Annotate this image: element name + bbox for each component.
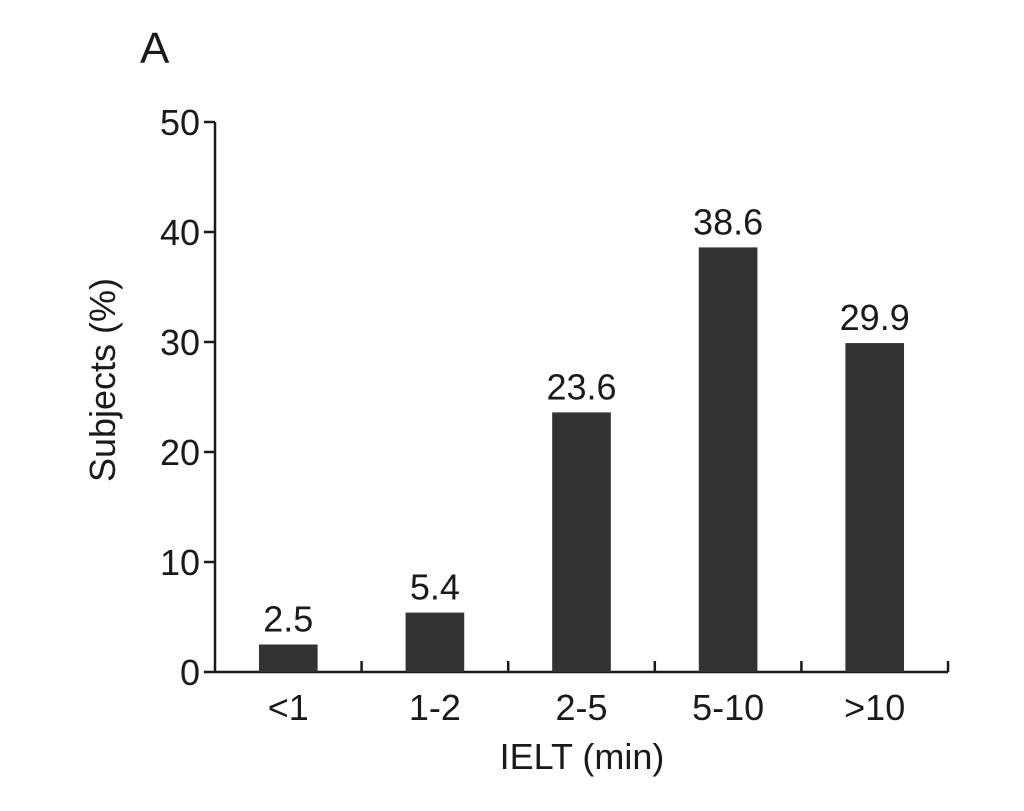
y-tick-label: 40 [160, 212, 200, 253]
y-tick-label: 50 [160, 102, 200, 143]
y-tick-label: 20 [160, 432, 200, 473]
bar-value-label: 23.6 [546, 366, 616, 407]
bar-value-label: 5.4 [410, 567, 460, 608]
bar [258, 644, 318, 672]
x-axis-title: IELT (min) [500, 736, 665, 777]
bar [845, 343, 905, 672]
bar [405, 612, 465, 672]
y-axis-ticks: 0 10 20 30 40 50 [160, 102, 215, 693]
panel-label: A [140, 24, 170, 73]
bar [698, 247, 758, 672]
y-tick-label: 30 [160, 322, 200, 363]
y-tick-label: 10 [160, 542, 200, 583]
x-category-label: 5-10 [692, 687, 764, 728]
x-category-label: 2-5 [555, 687, 607, 728]
x-category-label: 1-2 [409, 687, 461, 728]
y-axis-title: Subjects (%) [82, 278, 123, 482]
x-category-label: <1 [268, 687, 309, 728]
bar-value-label: 29.9 [840, 297, 910, 338]
bar-value-label: 38.6 [693, 201, 763, 242]
x-axis-ticks: <1 1-2 2-5 5-10 >10 [268, 661, 950, 728]
bars-group [258, 247, 905, 672]
data-labels-group: 2.5 5.4 23.6 38.6 29.9 [263, 201, 909, 639]
bar-value-label: 2.5 [263, 599, 313, 640]
x-category-label: >10 [844, 687, 905, 728]
y-tick-label: 0 [180, 652, 200, 693]
bar [552, 412, 611, 672]
